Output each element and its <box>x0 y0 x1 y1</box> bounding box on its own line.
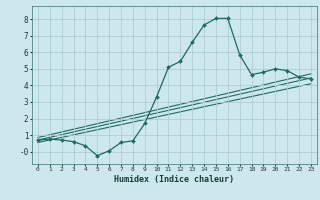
X-axis label: Humidex (Indice chaleur): Humidex (Indice chaleur) <box>115 175 234 184</box>
